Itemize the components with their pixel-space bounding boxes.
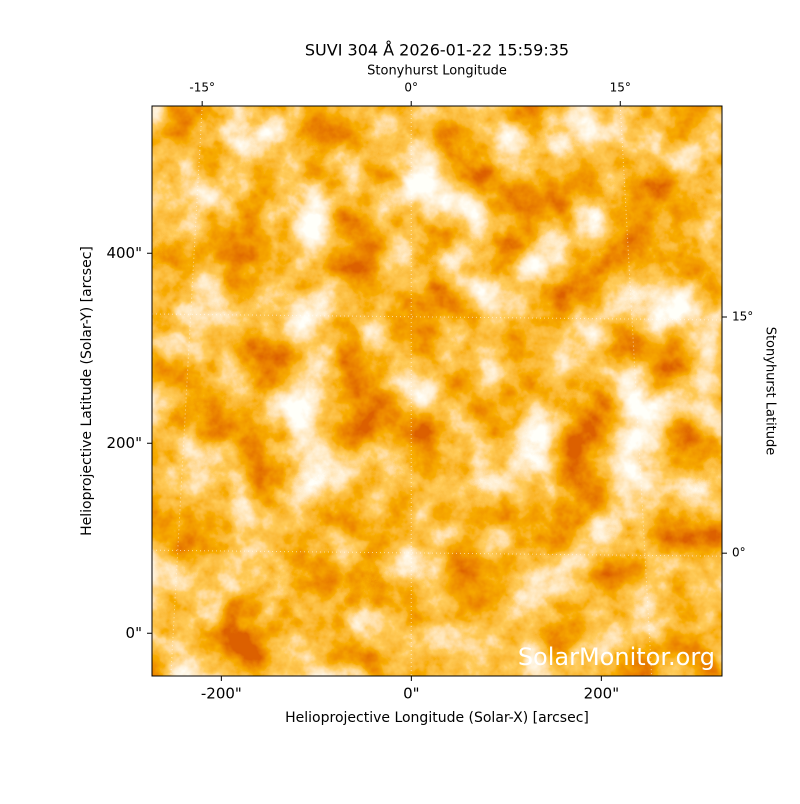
y-tick-label: 0" <box>126 624 142 642</box>
x-tick-label: -200" <box>201 685 242 703</box>
x-tick-label: 200" <box>584 685 620 703</box>
x-axis-label: Helioprojective Longitude (Solar-X) [arc… <box>285 710 589 726</box>
y-tick-label: 200" <box>106 434 142 452</box>
y-tick-label: 400" <box>106 244 142 262</box>
y-axis-label: Helioprojective Latitude (Solar-Y) [arcs… <box>79 246 95 536</box>
chart-title: SUVI 304 Å 2026-01-22 15:59:35 <box>305 41 569 60</box>
x2-tick-label: 0° <box>404 81 418 95</box>
x2-tick-label: 15° <box>610 81 631 95</box>
watermark: SolarMonitor.org <box>518 643 715 671</box>
x-tick-label: 0" <box>403 685 419 703</box>
x2-tick-label: -15° <box>189 81 215 95</box>
x2-axis-label: Stonyhurst Longitude <box>367 64 507 79</box>
y2-tick-label: 15° <box>732 309 753 323</box>
y2-tick-label: 0° <box>732 546 746 560</box>
solar-image <box>152 106 722 676</box>
y2-axis-label: Stonyhurst Latitude <box>763 327 778 456</box>
